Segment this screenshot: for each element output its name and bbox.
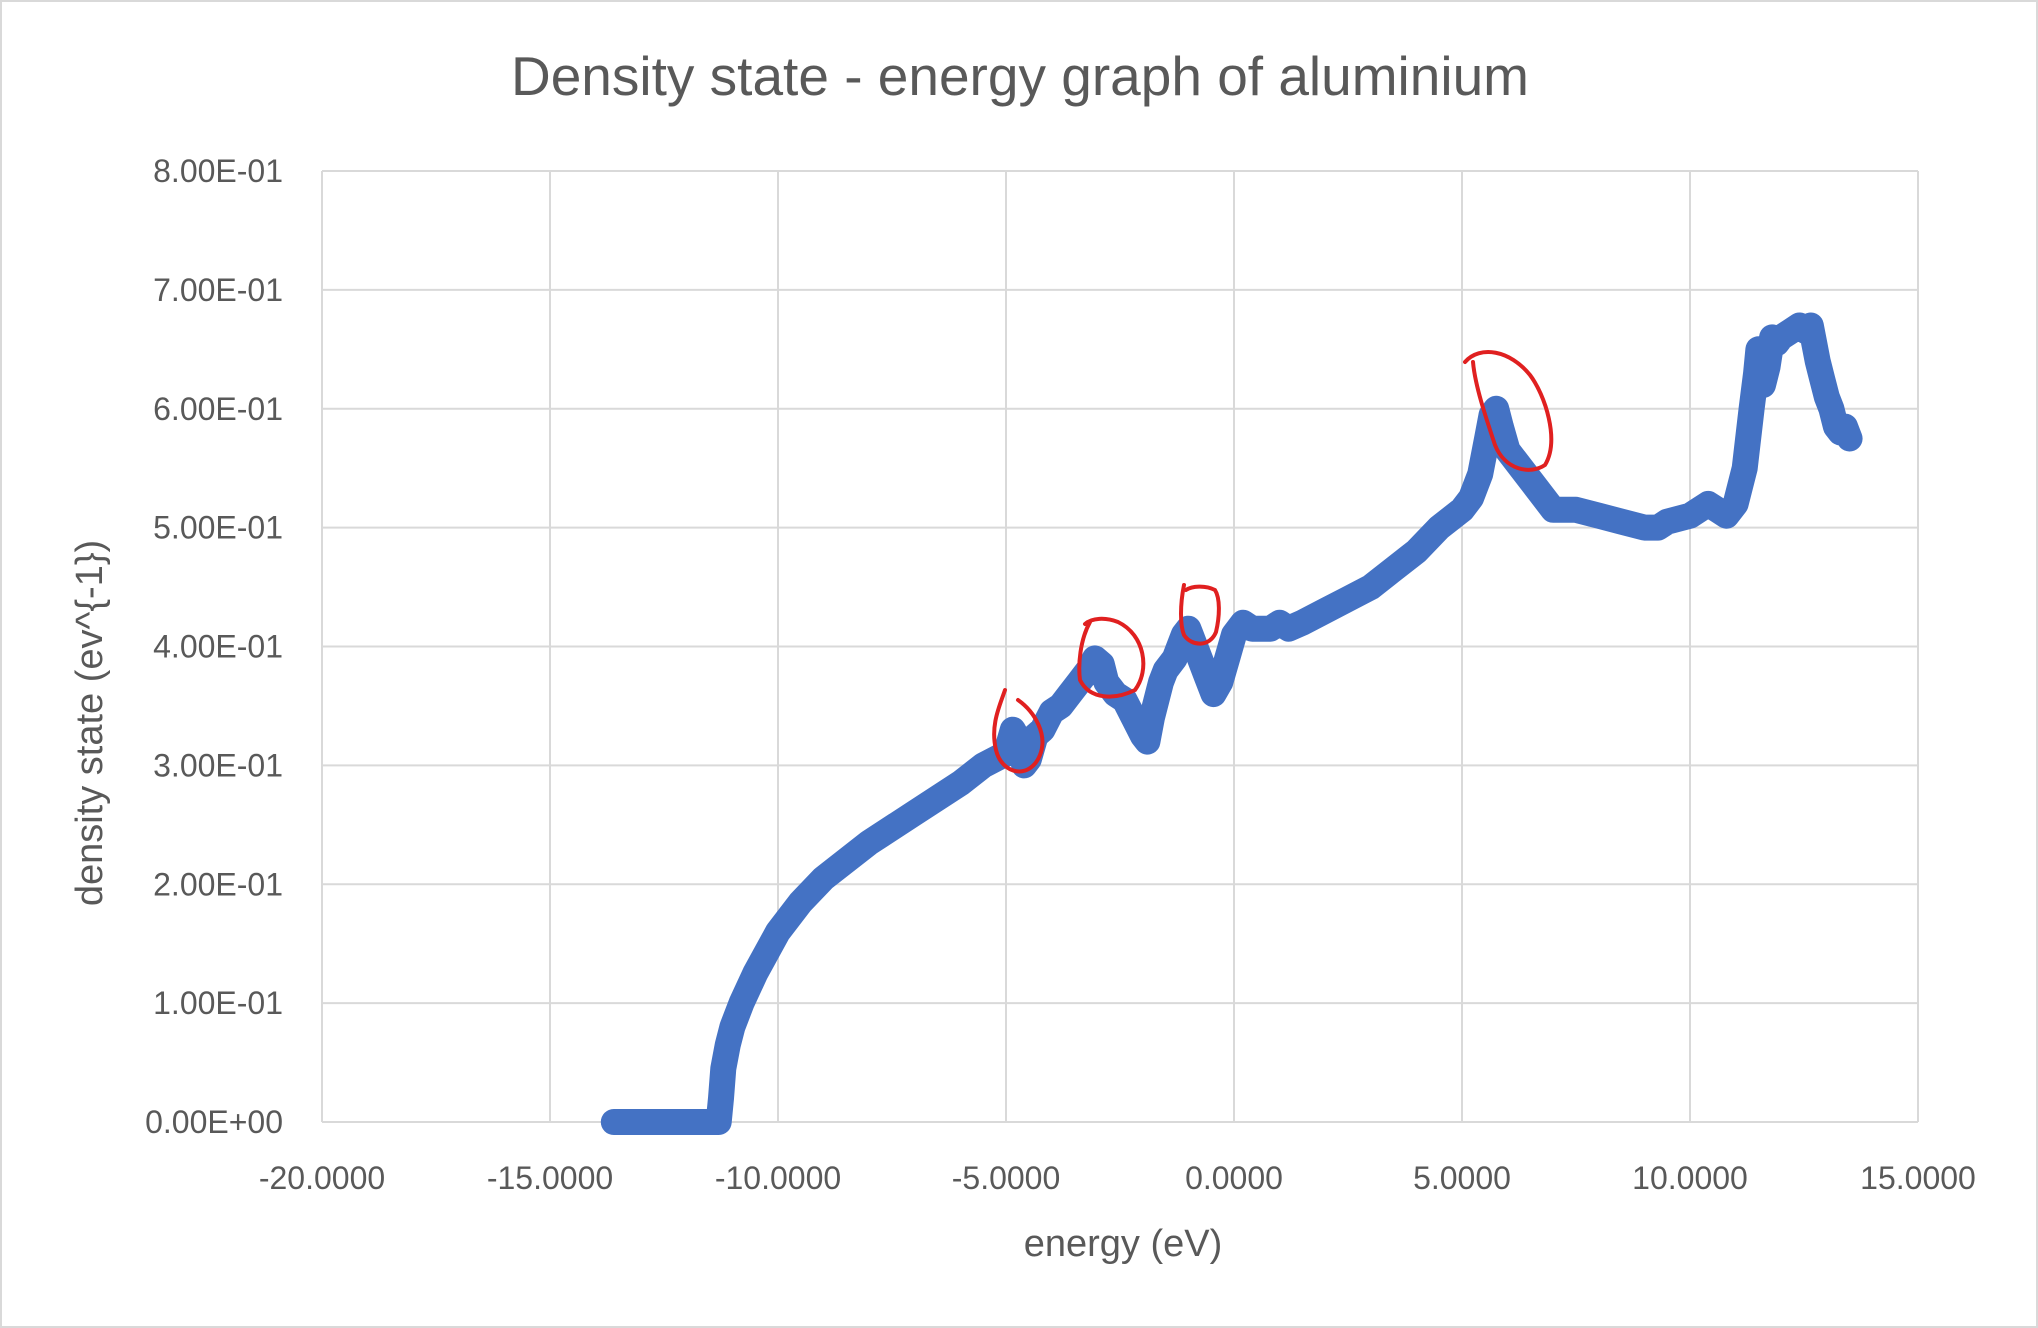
y-axis-label: density state (ev^{-1}) <box>69 540 111 906</box>
y-tick-label: 7.00E-01 <box>153 272 283 308</box>
x-tick-label: -5.0000 <box>952 1160 1061 1196</box>
y-tick-label: 5.00E-01 <box>153 510 283 546</box>
chart-title: Density state - energy graph of aluminiu… <box>511 45 1529 107</box>
y-tick-label: 3.00E-01 <box>153 747 283 783</box>
series-line-0 <box>600 312 1863 1135</box>
annotation-layer <box>992 350 1554 774</box>
x-tick-label: 15.0000 <box>1860 1160 1976 1196</box>
annotation-circle-3 <box>1179 583 1221 646</box>
x-tick-label: -15.0000 <box>487 1160 613 1196</box>
x-tick-label: 10.0000 <box>1632 1160 1748 1196</box>
x-tick-label: 0.0000 <box>1185 1160 1283 1196</box>
series-layer <box>600 312 1863 1135</box>
annotation-circle-1 <box>992 688 1045 774</box>
x-tick-labels: -20.0000 -15.0000 -10.0000 -5.0000 0.0000 5.0… <box>259 1160 1976 1196</box>
annotation-circle-2 <box>1077 616 1146 699</box>
x-tick-label: 5.0000 <box>1413 1160 1511 1196</box>
y-tick-label: 8.00E-01 <box>153 153 283 189</box>
y-tick-labels: 0.00E+00 1.00E-01 2.00E-01 3.00E-01 4.00E-01… <box>145 153 283 1140</box>
y-tick-label: 6.00E-01 <box>153 391 283 427</box>
y-tick-label: 4.00E-01 <box>153 629 283 665</box>
x-tick-label: -10.0000 <box>715 1160 841 1196</box>
y-tick-label: 1.00E-01 <box>153 985 283 1021</box>
annotation-circle-4 <box>1463 350 1554 472</box>
x-tick-label: -20.0000 <box>259 1160 385 1196</box>
y-tick-label: 2.00E-01 <box>153 866 283 902</box>
x-axis-label: energy (eV) <box>1024 1223 1223 1265</box>
y-tick-label: 0.00E+00 <box>145 1104 283 1140</box>
